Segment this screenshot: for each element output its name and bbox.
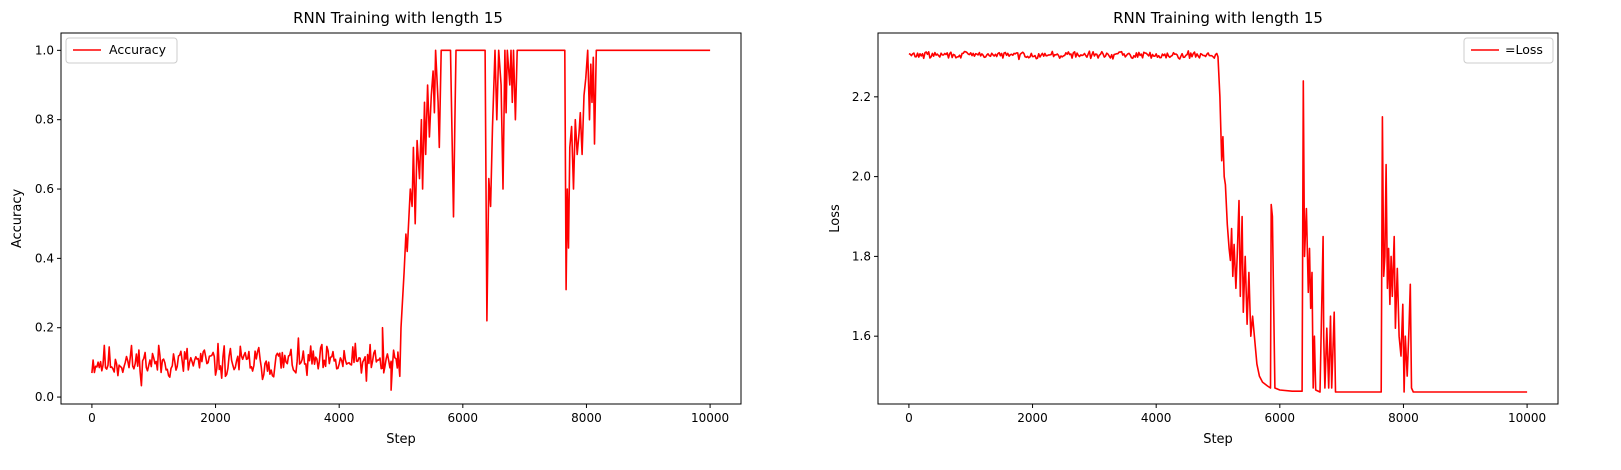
plot-area <box>877 32 1559 405</box>
y-tick-label: 0.8 <box>35 113 54 127</box>
x-tick-label: 6000 <box>1265 411 1296 425</box>
x-tick-label: 6000 <box>448 411 479 425</box>
x-tick-label: 2000 <box>200 411 231 425</box>
legend-label: Accuracy <box>109 42 167 57</box>
x-tick-label: 8000 <box>571 411 602 425</box>
x-ticks: 0 2000 4000 6000 8000 10000 <box>88 404 729 425</box>
y-tick-label: 0.0 <box>35 390 54 404</box>
x-tick-label: 4000 <box>324 411 355 425</box>
y-tick-label: 1.0 <box>35 43 54 57</box>
accuracy-series-line <box>91 49 711 391</box>
loss-series-line <box>908 50 1528 393</box>
x-axis-label: Step <box>386 432 416 447</box>
chart-title: RNN Training with length 15 <box>293 9 503 27</box>
x-tick-label: 8000 <box>1388 411 1419 425</box>
y-tick-label: 1.6 <box>852 329 871 343</box>
y-tick-label: 0.4 <box>35 251 54 265</box>
y-axis-label: Accuracy <box>10 189 25 249</box>
y-tick-label: 0.6 <box>35 182 54 196</box>
y-tick-label: 1.8 <box>852 249 871 263</box>
chart-title: RNN Training with length 15 <box>1113 9 1323 27</box>
accuracy-chart: RNN Training with length 15 0 2000 4000 600… <box>10 9 742 447</box>
legend-label: =Loss <box>1505 42 1543 57</box>
legend-box <box>1463 37 1554 64</box>
loss-chart: RNN Training with length 15 0 2000 4000 600… <box>828 9 1559 447</box>
y-tick-label: 2.2 <box>852 90 871 104</box>
legend: =Loss <box>1463 37 1554 64</box>
y-tick-label: 2.0 <box>852 170 871 184</box>
legend: Accuracy <box>65 37 178 64</box>
x-ticks: 0 2000 4000 6000 8000 10000 <box>905 404 1546 425</box>
y-ticks: 1.6 1.8 2.0 2.2 <box>852 90 878 343</box>
x-tick-label: 0 <box>905 411 913 425</box>
x-tick-label: 4000 <box>1141 411 1172 425</box>
y-tick-label: 0.2 <box>35 321 54 335</box>
x-tick-label: 10000 <box>1508 411 1546 425</box>
x-axis-label: Step <box>1203 432 1233 447</box>
x-tick-label: 0 <box>88 411 96 425</box>
y-axis-label: Loss <box>828 204 843 233</box>
x-tick-label: 10000 <box>691 411 729 425</box>
x-tick-label: 2000 <box>1017 411 1048 425</box>
y-ticks: 0.0 0.2 0.4 0.6 0.8 1.0 <box>35 43 61 404</box>
legend-box <box>65 37 178 64</box>
